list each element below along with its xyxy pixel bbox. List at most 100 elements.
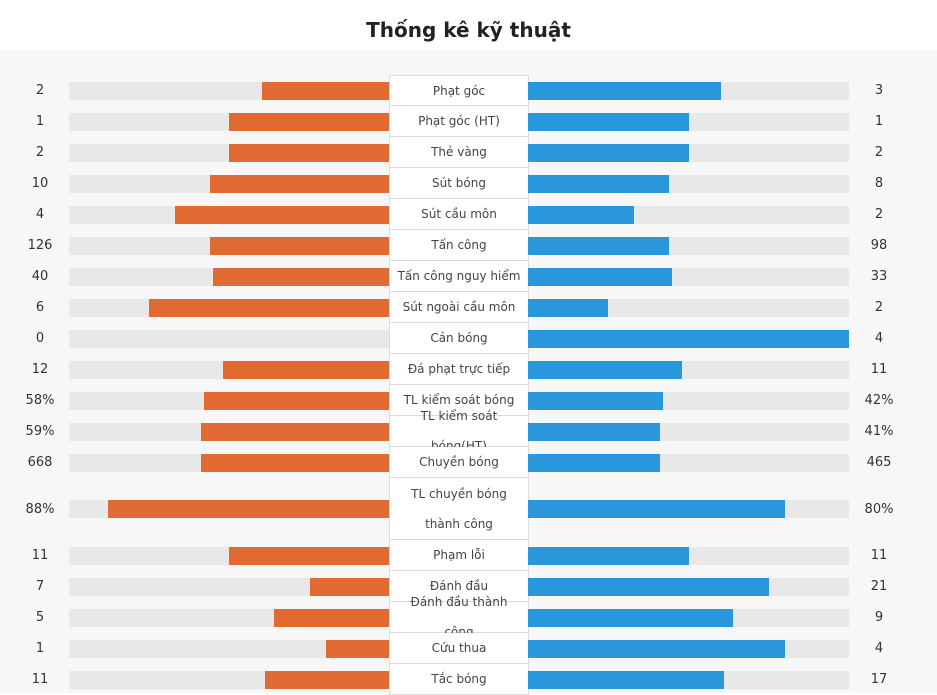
away-value: 2 <box>874 300 884 315</box>
home-track <box>69 423 390 441</box>
away-value: 3 <box>874 83 884 98</box>
away-track <box>528 237 849 255</box>
stat-row: 1 Cứu thua 4 <box>0 633 937 664</box>
stats-panel: 2 Phạt góc 3 1 Phạt góc (HT) 1 2 Thẻ vàn… <box>0 50 937 695</box>
away-bar <box>528 640 785 658</box>
stat-label: Đánh đầu thành công <box>389 595 529 639</box>
away-track <box>528 547 849 565</box>
away-bar <box>528 82 721 100</box>
home-value: 1 <box>35 114 45 129</box>
home-bar <box>310 578 390 596</box>
home-value: 59% <box>25 424 55 439</box>
away-track <box>528 175 849 193</box>
home-track <box>69 454 390 472</box>
stat-row: 58% TL kiểm soát bóng 42% <box>0 385 937 416</box>
away-value: 98 <box>870 238 888 253</box>
home-bar <box>262 82 390 100</box>
away-track <box>528 423 849 441</box>
away-bar <box>528 113 689 131</box>
away-track <box>528 500 849 518</box>
home-value: 2 <box>35 83 45 98</box>
away-bar <box>528 361 682 379</box>
away-track <box>528 609 849 627</box>
home-value: 40 <box>31 269 49 284</box>
stat-label: Phạt góc (HT) <box>389 106 529 137</box>
away-value: 2 <box>874 145 884 160</box>
stat-label: Tắc bóng <box>389 664 529 695</box>
stat-label: Sút ngoài cầu môn <box>389 292 529 323</box>
away-bar <box>528 299 608 317</box>
home-track <box>69 330 390 348</box>
home-track <box>69 361 390 379</box>
stat-label: Sút bóng <box>389 168 529 199</box>
away-value: 9 <box>874 610 884 625</box>
stat-label: TL kiểm soát bóng <box>389 385 529 416</box>
stat-row: 2 Phạt góc 3 <box>0 75 937 106</box>
away-bar <box>528 268 672 286</box>
home-bar <box>175 206 390 224</box>
home-bar <box>201 454 390 472</box>
away-value: 4 <box>874 331 884 346</box>
home-value: 10 <box>31 176 49 191</box>
home-bar <box>149 299 390 317</box>
home-bar <box>204 392 390 410</box>
away-track <box>528 299 849 317</box>
away-bar <box>528 671 724 689</box>
home-value: 6 <box>35 300 45 315</box>
stat-row: 126 Tấn công 98 <box>0 230 937 261</box>
home-value: 11 <box>31 672 49 687</box>
stat-label: Tấn công <box>389 230 529 261</box>
stat-label: Đá phạt trực tiếp <box>389 354 529 385</box>
away-track <box>528 330 849 348</box>
stat-label: Đánh đầu <box>389 571 529 602</box>
away-value: 4 <box>874 641 884 656</box>
home-track <box>69 175 390 193</box>
home-bar <box>213 268 390 286</box>
away-bar <box>528 175 669 193</box>
home-value: 0 <box>35 331 45 346</box>
away-value: 33 <box>870 269 888 284</box>
away-track <box>528 206 849 224</box>
away-bar <box>528 392 663 410</box>
stat-row: 11 Phạm lỗi 11 <box>0 540 937 571</box>
away-track <box>528 578 849 596</box>
stat-row: 12 Đá phạt trực tiếp 11 <box>0 354 937 385</box>
home-bar <box>265 671 390 689</box>
away-track <box>528 392 849 410</box>
away-track <box>528 113 849 131</box>
home-track <box>69 237 390 255</box>
stat-row: 5 Đánh đầu thành công 9 <box>0 595 937 639</box>
away-bar <box>528 237 669 255</box>
home-value: 2 <box>35 145 45 160</box>
away-bar <box>528 330 849 348</box>
away-track <box>528 144 849 162</box>
stat-row: 40 Tấn công nguy hiểm 33 <box>0 261 937 292</box>
away-value: 80% <box>864 501 894 517</box>
home-bar <box>201 423 390 441</box>
home-track <box>69 609 390 627</box>
away-bar <box>528 454 660 472</box>
home-bar <box>326 640 390 658</box>
home-track <box>69 113 390 131</box>
home-bar <box>210 237 390 255</box>
home-bar <box>229 547 390 565</box>
home-bar <box>108 500 390 518</box>
away-bar <box>528 547 689 565</box>
stat-row: 88% TL chuyền bóng thành công 80% <box>0 478 937 540</box>
stat-row: 4 Sút cầu môn 2 <box>0 199 937 230</box>
stat-label: TL kiểm soát bóng(HT) <box>389 409 529 453</box>
home-track <box>69 392 390 410</box>
home-value: 88% <box>25 501 55 517</box>
stat-row: 2 Thẻ vàng 2 <box>0 137 937 168</box>
stat-row: 59% TL kiểm soát bóng(HT) 41% <box>0 409 937 453</box>
home-bar <box>229 113 390 131</box>
stat-label: Sút cầu môn <box>389 199 529 230</box>
away-track <box>528 361 849 379</box>
stat-label: TL chuyền bóng thành công <box>389 478 529 540</box>
home-value: 1 <box>35 641 45 656</box>
home-value: 126 <box>27 238 53 253</box>
away-bar <box>528 423 660 441</box>
away-value: 1 <box>874 114 884 129</box>
stat-row: 10 Sút bóng 8 <box>0 168 937 199</box>
home-track <box>69 500 390 518</box>
